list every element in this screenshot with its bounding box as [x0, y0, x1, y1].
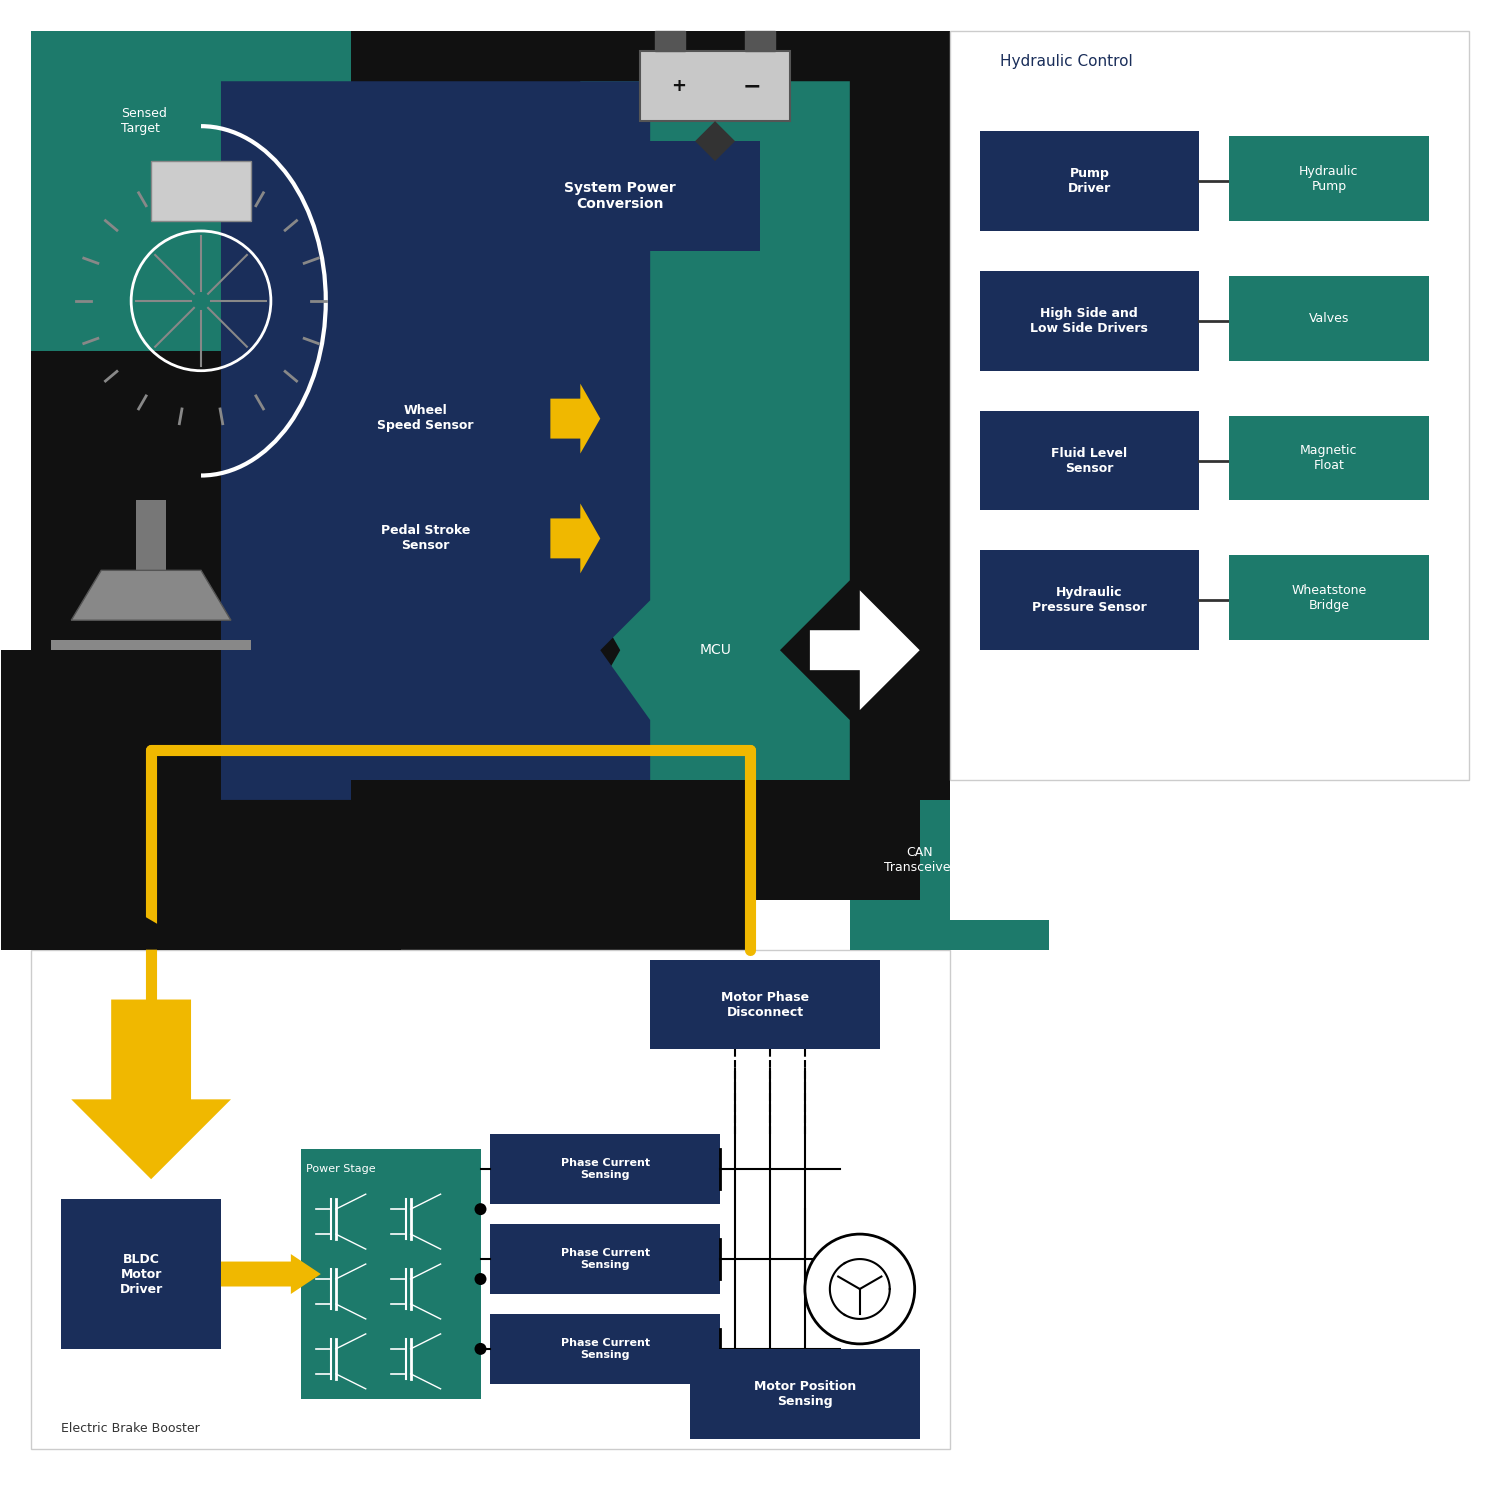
Polygon shape [2, 700, 250, 950]
Text: Hydraulic Control: Hydraulic Control [999, 54, 1132, 69]
Polygon shape [152, 160, 250, 220]
Circle shape [474, 1203, 486, 1215]
Text: Pump
Driver: Pump Driver [1068, 166, 1112, 195]
Bar [490, 1314, 720, 1384]
Text: CAN
Transceiver: CAN Transceiver [884, 846, 956, 874]
Polygon shape [201, 850, 400, 950]
Bar [980, 130, 1198, 231]
Bar [136, 501, 166, 570]
Text: Motor Position
Sensing: Motor Position Sensing [754, 1380, 856, 1408]
Polygon shape [220, 81, 650, 800]
Text: Electric Brake Booster: Electric Brake Booster [62, 1422, 200, 1436]
Bar [302, 375, 550, 460]
Text: System Power
Conversion: System Power Conversion [564, 182, 676, 212]
Bar [640, 51, 790, 122]
Polygon shape [850, 800, 1050, 950]
Polygon shape [550, 384, 600, 453]
Bar [490, 1224, 720, 1294]
Bar [62, 1198, 220, 1348]
Polygon shape [550, 504, 600, 573]
Polygon shape [580, 81, 850, 800]
Text: Phase Current
Sensing: Phase Current Sensing [561, 1158, 650, 1180]
FancyArrow shape [220, 1254, 321, 1294]
Polygon shape [72, 570, 231, 620]
Text: High Side and
Low Side Drivers: High Side and Low Side Drivers [1030, 308, 1149, 334]
Bar [650, 960, 880, 1050]
Text: Phase Current
Sensing: Phase Current Sensing [561, 1338, 650, 1359]
Text: Valves: Valves [1308, 312, 1348, 326]
Bar [980, 411, 1198, 510]
Polygon shape [51, 640, 250, 650]
Bar [302, 1149, 480, 1400]
Bar [656, 32, 686, 51]
Text: MCU: MCU [699, 644, 730, 657]
Polygon shape [694, 122, 735, 160]
Bar [980, 550, 1198, 650]
Text: Wheatstone
Bridge: Wheatstone Bridge [1292, 584, 1366, 612]
Polygon shape [72, 999, 231, 1179]
Bar [950, 32, 1468, 780]
Bar [302, 495, 550, 580]
Bar [1228, 555, 1428, 640]
Text: Sensed
Target: Sensed Target [122, 106, 166, 135]
Text: Motor Phase
Disconnect: Motor Phase Disconnect [722, 990, 809, 1018]
Text: +: + [670, 76, 686, 94]
Bar [1228, 276, 1428, 360]
Circle shape [474, 1342, 486, 1354]
Text: Power Stage: Power Stage [306, 1164, 375, 1174]
Polygon shape [32, 32, 351, 351]
Circle shape [474, 1274, 486, 1286]
Text: Magnetic
Float: Magnetic Float [1300, 444, 1358, 472]
Text: Wheel
Speed Sensor: Wheel Speed Sensor [378, 404, 474, 432]
Text: Fluid Level
Sensor: Fluid Level Sensor [1052, 447, 1128, 474]
Bar [1228, 136, 1428, 220]
Polygon shape [810, 591, 919, 710]
Polygon shape [32, 32, 950, 950]
Circle shape [806, 1234, 915, 1344]
Text: −: − [742, 76, 762, 96]
Bar [32, 950, 950, 1449]
Bar [1228, 416, 1428, 501]
Polygon shape [351, 780, 920, 900]
Text: BLDC
Motor
Driver: BLDC Motor Driver [120, 1252, 164, 1296]
Bar [980, 272, 1198, 370]
Text: Hydraulic
Pressure Sensor: Hydraulic Pressure Sensor [1032, 586, 1146, 615]
Bar [746, 32, 776, 51]
Text: Pedal Stroke
Sensor: Pedal Stroke Sensor [381, 524, 471, 552]
Text: Hydraulic
Pump: Hydraulic Pump [1299, 165, 1359, 192]
Text: Phase Current
Sensing: Phase Current Sensing [561, 1248, 650, 1270]
Polygon shape [32, 850, 201, 950]
Bar [490, 1134, 720, 1204]
Polygon shape [2, 650, 302, 950]
Bar [480, 141, 760, 250]
Bar [690, 1348, 920, 1438]
